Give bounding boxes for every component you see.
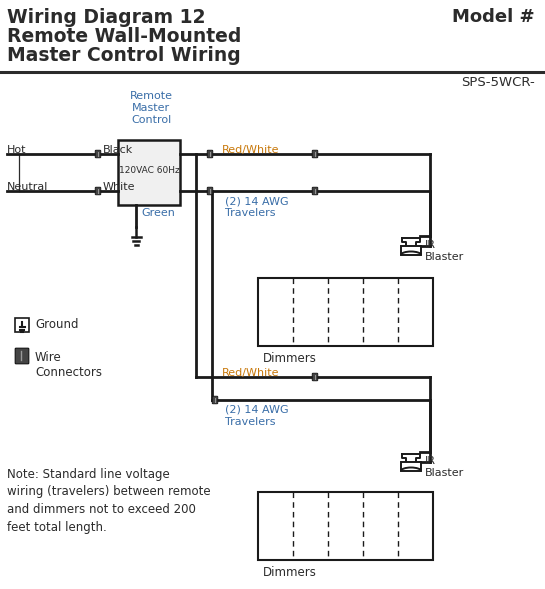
Text: Red/White: Red/White (222, 368, 280, 378)
Text: IR
Blaster: IR Blaster (425, 240, 464, 263)
Bar (258, 278, 433, 346)
Text: (2) 14 AWG
Travelers: (2) 14 AWG Travelers (225, 196, 289, 219)
FancyBboxPatch shape (95, 187, 101, 195)
Text: Green: Green (141, 208, 175, 218)
Bar (401, 462, 421, 471)
Text: Wire
Connectors: Wire Connectors (35, 351, 102, 379)
Text: Red/White: Red/White (222, 145, 280, 155)
Text: Wiring Diagram 12: Wiring Diagram 12 (7, 8, 205, 27)
Text: SPS-5WCR-: SPS-5WCR- (461, 76, 535, 89)
FancyBboxPatch shape (207, 150, 213, 158)
Text: Ground: Ground (35, 319, 78, 332)
FancyBboxPatch shape (207, 187, 213, 195)
FancyBboxPatch shape (95, 150, 101, 158)
Text: 120VAC 60Hz: 120VAC 60Hz (119, 166, 179, 175)
Bar (401, 246, 421, 255)
FancyBboxPatch shape (312, 150, 318, 158)
Text: (2) 14 AWG
Travelers: (2) 14 AWG Travelers (225, 405, 289, 428)
Text: White: White (103, 182, 136, 192)
Text: Hot: Hot (7, 145, 27, 155)
Text: Note: Standard line voltage
wiring (travelers) between remote
and dimmers not to: Note: Standard line voltage wiring (trav… (7, 468, 210, 534)
Text: IR
Blaster: IR Blaster (425, 456, 464, 478)
Text: Dimmers: Dimmers (263, 566, 317, 579)
Text: Master Control Wiring: Master Control Wiring (7, 46, 241, 65)
Text: Remote Wall-Mounted: Remote Wall-Mounted (7, 27, 241, 46)
FancyBboxPatch shape (312, 373, 318, 381)
Bar (118, 140, 180, 205)
Text: Black: Black (103, 145, 133, 155)
Text: Neutral: Neutral (7, 182, 49, 192)
Bar (15, 318, 29, 332)
Bar (258, 492, 433, 560)
Text: Model #: Model # (452, 8, 535, 26)
FancyBboxPatch shape (312, 187, 318, 195)
FancyBboxPatch shape (212, 396, 218, 404)
Text: Dimmers: Dimmers (263, 352, 317, 365)
Text: Remote
Master
Control: Remote Master Control (130, 91, 173, 125)
FancyBboxPatch shape (15, 348, 29, 364)
